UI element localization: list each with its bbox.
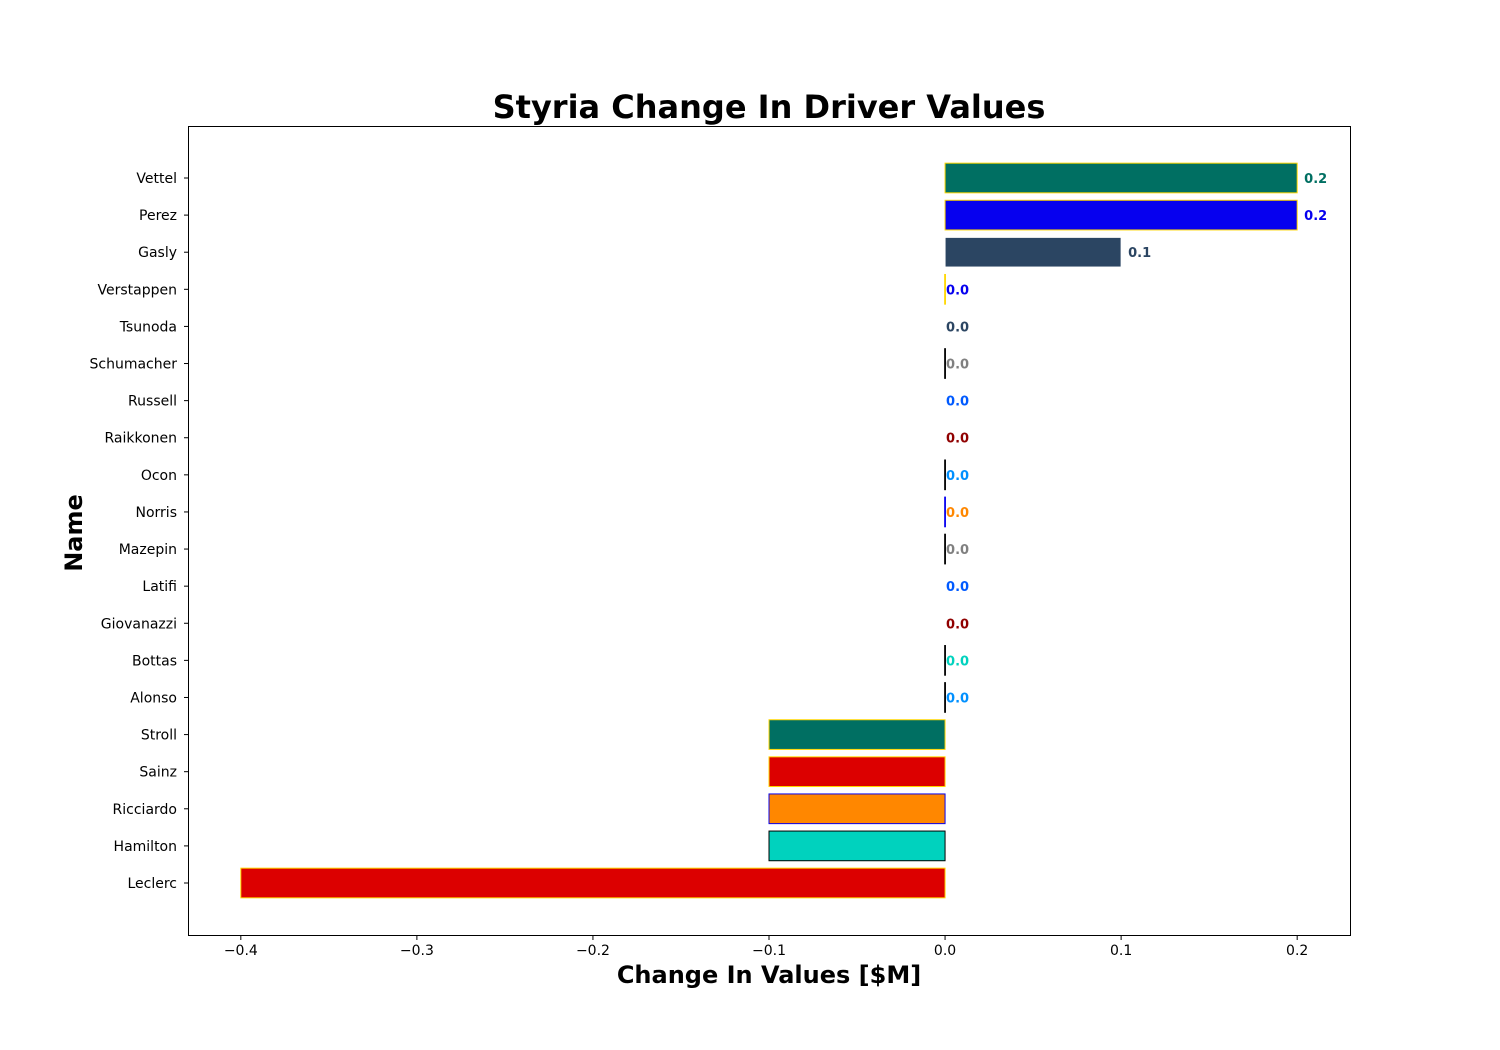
- chart-title: Styria Change In Driver Values: [493, 88, 1046, 126]
- bar-verstappen: [944, 273, 946, 305]
- y-tick-label-mazepin: Mazepin: [119, 542, 177, 558]
- bar-tsunoda: [944, 311, 946, 342]
- bar-perez: [944, 199, 1298, 231]
- x-tick-label: −0.3: [400, 943, 434, 959]
- y-tick-label-sainz: Sainz: [139, 765, 177, 781]
- x-tick-label: −0.2: [576, 943, 610, 959]
- bar-vettel: [944, 162, 1298, 194]
- y-axis-title: Name: [60, 494, 88, 572]
- y-tick-label-hamilton: Hamilton: [114, 839, 177, 855]
- y-tick-label-gasly: Gasly: [138, 245, 177, 261]
- bar-norris: [944, 496, 946, 528]
- x-tick-label: 0.0: [934, 943, 956, 959]
- bar-alonso: [944, 682, 946, 713]
- y-tick-label-stroll: Stroll: [141, 728, 177, 744]
- y-tick-label-bottas: Bottas: [132, 653, 177, 669]
- bar-ricciardo: [768, 793, 946, 825]
- data-labels: 0.2 0.2 0.1 0.0 0.0 0.0 0.0 0.0 0.0 0.0 0.0 0.0 0.0 0…: [946, 172, 1327, 706]
- bar-giovanazzi: [944, 607, 946, 639]
- y-tick-label-schumacher: Schumacher: [90, 357, 178, 373]
- y-tick-label-vettel: Vettel: [136, 171, 177, 187]
- bar-stroll: [768, 719, 946, 750]
- y-tick-label-tsunoda: Tsunoda: [119, 319, 177, 335]
- data-label-verstappen: 0.0: [946, 283, 969, 298]
- y-tick-label-leclerc: Leclerc: [127, 876, 177, 892]
- y-tick-label-alonso: Alonso: [130, 690, 177, 706]
- bar-raikkonen: [944, 422, 946, 454]
- y-tick-labels: Vettel Perez Gasly Verstappen Tsunoda Schumac…: [90, 171, 188, 892]
- x-tick-label: −0.4: [224, 943, 258, 959]
- y-tick-label-norris: Norris: [136, 505, 178, 521]
- y-tick-label-ricciardo: Ricciardo: [113, 802, 177, 818]
- bar-russell: [944, 385, 946, 416]
- bar-leclerc: [240, 867, 946, 899]
- x-axis-ticks: −0.4 −0.3 −0.2 −0.1 0.0 0.1 0.2: [224, 935, 1308, 959]
- bar-latifi: [944, 570, 946, 602]
- bar-gasly: [944, 236, 1122, 268]
- y-tick-label-raikkonen: Raikkonen: [104, 431, 177, 447]
- data-label-gasly: 0.1: [1128, 246, 1151, 261]
- y-tick-label-giovanazzi: Giovanazzi: [101, 616, 177, 632]
- bar-hamilton: [768, 830, 946, 862]
- data-label-vettel: 0.2: [1304, 172, 1327, 187]
- bar-mazepin: [944, 533, 946, 565]
- y-tick-label-ocon: Ocon: [141, 468, 177, 484]
- x-tick-label: 0.2: [1286, 943, 1308, 959]
- bar-ocon: [944, 459, 946, 491]
- data-label-latifi: 0.0: [946, 580, 969, 595]
- y-tick-label-latifi: Latifi: [142, 579, 177, 595]
- y-tick-label-verstappen: Verstappen: [98, 282, 177, 298]
- x-axis-title: Change In Values [$M]: [617, 961, 921, 989]
- x-tick-label: 0.1: [1110, 943, 1132, 959]
- bars-group: [240, 162, 1298, 899]
- bar-bottas: [944, 645, 946, 676]
- y-tick-label-russell: Russell: [128, 394, 177, 410]
- y-tick-label-perez: Perez: [139, 208, 177, 224]
- bar-sainz: [768, 756, 946, 788]
- data-label-norris: 0.0: [946, 506, 969, 521]
- data-label-mazepin: 0.0: [946, 543, 969, 558]
- bar-schumacher: [944, 348, 946, 379]
- data-label-schumacher: 0.0: [946, 358, 969, 373]
- data-label-russell: 0.0: [946, 395, 969, 410]
- data-label-perez: 0.2: [1304, 209, 1327, 224]
- data-label-giovanazzi: 0.0: [946, 617, 969, 632]
- data-label-raikkonen: 0.0: [946, 432, 969, 447]
- x-tick-label: −0.1: [752, 943, 786, 959]
- data-label-tsunoda: 0.0: [946, 320, 969, 335]
- data-label-bottas: 0.0: [946, 654, 969, 669]
- data-label-ocon: 0.0: [946, 469, 969, 484]
- data-label-alonso: 0.0: [946, 691, 969, 706]
